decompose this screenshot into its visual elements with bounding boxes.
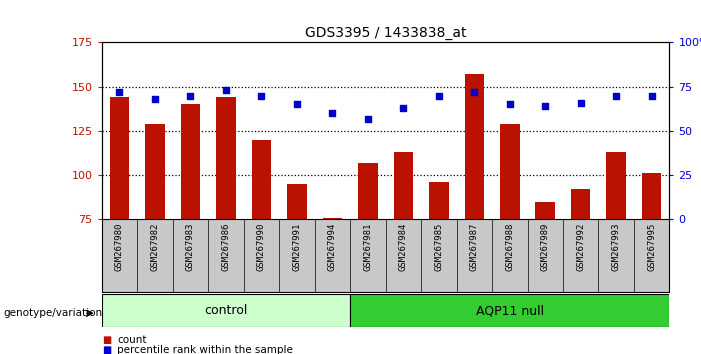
Text: count: count [117,335,147,345]
Text: GSM267987: GSM267987 [470,223,479,272]
Bar [350,294,669,327]
Point [114,89,125,95]
Text: GSM267982: GSM267982 [151,223,159,272]
Point [433,93,444,98]
Text: AQP11 null: AQP11 null [476,304,544,317]
Point [397,105,409,111]
Point [185,93,196,98]
Bar [109,97,129,219]
Bar [393,152,413,219]
Text: GSM267980: GSM267980 [115,223,124,272]
Point [220,87,231,93]
Point [362,116,374,121]
Point [256,93,267,98]
Bar [606,152,626,219]
Text: GSM267981: GSM267981 [363,223,372,272]
Text: ■: ■ [102,335,111,345]
Bar [500,124,519,219]
Text: GSM267986: GSM267986 [222,223,231,272]
Text: control: control [204,304,247,317]
Text: GSM267990: GSM267990 [257,223,266,272]
Bar [536,202,555,219]
Text: GSM267985: GSM267985 [435,223,443,272]
Title: GDS3395 / 1433838_at: GDS3395 / 1433838_at [305,26,466,40]
Point [469,89,480,95]
Bar [571,189,590,219]
Bar [358,163,378,219]
Text: GSM267993: GSM267993 [612,223,620,272]
Text: GSM267983: GSM267983 [186,223,195,272]
Bar [102,294,350,327]
Bar [642,173,662,219]
Bar [465,74,484,219]
Bar [181,104,200,219]
Bar [429,182,449,219]
Bar [322,218,342,219]
Point [575,100,586,105]
Text: GSM267984: GSM267984 [399,223,408,272]
Text: genotype/variation: genotype/variation [4,308,102,318]
Text: GSM267991: GSM267991 [292,223,301,272]
Bar [216,97,236,219]
Bar [145,124,165,219]
Text: GSM267995: GSM267995 [647,223,656,272]
Point [611,93,622,98]
Text: ■: ■ [102,345,111,354]
Point [149,96,161,102]
Point [540,103,551,109]
Point [504,102,515,107]
Text: percentile rank within the sample: percentile rank within the sample [117,345,293,354]
Text: GSM267988: GSM267988 [505,223,515,272]
Text: GSM267994: GSM267994 [328,223,336,272]
Bar [287,184,306,219]
Point [291,102,302,107]
Text: GSM267992: GSM267992 [576,223,585,272]
Text: GSM267989: GSM267989 [540,223,550,272]
Bar [252,140,271,219]
Point [327,110,338,116]
Point [646,93,658,98]
